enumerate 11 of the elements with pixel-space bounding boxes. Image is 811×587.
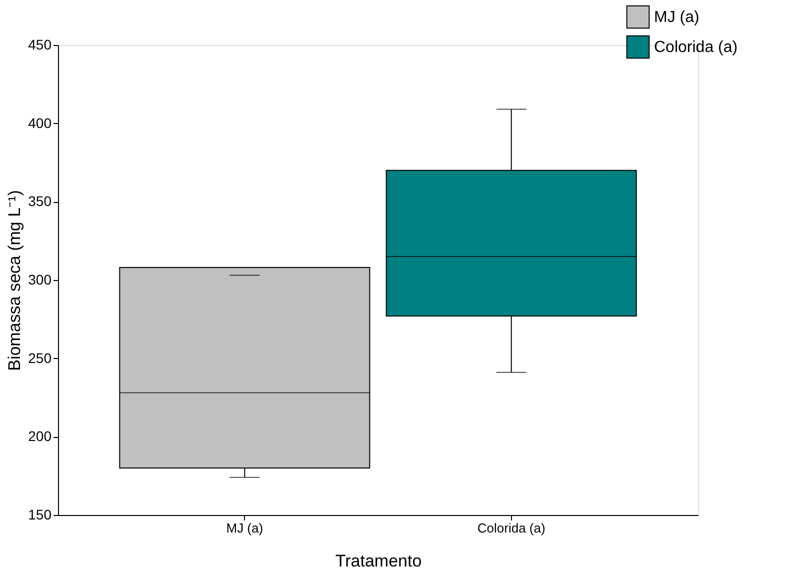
y-tick-label: 150 <box>28 506 52 522</box>
y-tick-label: 300 <box>28 272 52 288</box>
y-axis-title: Biomassa seca (mg L⁻¹) <box>5 190 24 371</box>
legend-label: Colorida (a) <box>654 39 738 56</box>
y-tick-label: 350 <box>28 193 52 210</box>
x-axis-title: Tratamento <box>335 552 422 570</box>
legend-label: MJ (a) <box>654 9 700 26</box>
y-tick-label: 450 <box>28 36 52 52</box>
y-tick-label: 250 <box>28 350 52 366</box>
y-tick-label: 200 <box>28 428 52 444</box>
y-tick-label: 400 <box>28 114 52 131</box>
